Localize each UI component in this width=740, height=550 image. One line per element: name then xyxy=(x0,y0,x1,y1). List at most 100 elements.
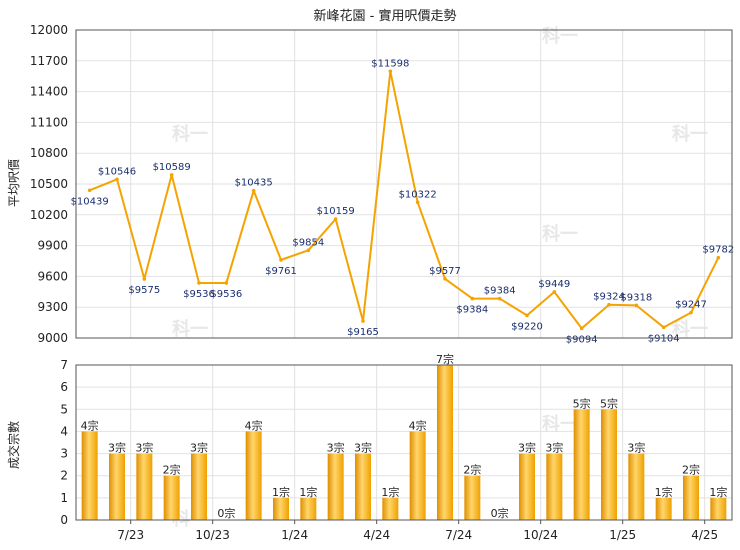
count-label: 4宗 xyxy=(245,418,263,432)
price-point xyxy=(388,69,393,74)
count-tick-label: 2 xyxy=(60,469,68,483)
count-bar xyxy=(300,497,317,520)
price-label: $10546 xyxy=(98,166,136,177)
price-label: $9165 xyxy=(347,327,379,338)
count-bar xyxy=(327,453,344,520)
price-label: $11598 xyxy=(371,58,409,69)
price-label: $9536 xyxy=(210,289,242,300)
price-label: $9384 xyxy=(456,305,488,316)
price-point xyxy=(579,326,584,331)
price-label: $9761 xyxy=(265,266,297,277)
count-bar xyxy=(464,475,481,520)
count-label: 4宗 xyxy=(81,418,99,432)
count-bar xyxy=(683,475,699,520)
x-tick-label: 1/25 xyxy=(609,528,636,542)
x-tick-label: 7/23 xyxy=(117,528,144,542)
count-label: 3宗 xyxy=(327,441,345,455)
price-point xyxy=(279,258,283,262)
count-label: 3宗 xyxy=(518,441,536,455)
count-plot-frame xyxy=(75,364,733,521)
price-label: $9854 xyxy=(292,237,324,248)
count-label: 3宗 xyxy=(108,441,126,455)
x-tick-label: 7/24 xyxy=(445,528,472,542)
count-label: 3宗 xyxy=(190,441,208,455)
price-line xyxy=(89,70,720,330)
price-label: $10435 xyxy=(235,178,273,189)
price-point xyxy=(87,188,92,193)
count-bar xyxy=(81,431,98,520)
price-label: $10159 xyxy=(317,206,355,217)
price-point xyxy=(497,296,502,301)
count-bar xyxy=(710,497,727,520)
price-tick-label: 11700 xyxy=(30,54,68,68)
count-bar xyxy=(409,431,426,520)
price-label: $9104 xyxy=(648,333,680,344)
count-bar xyxy=(191,453,207,520)
price-tick-label: 9300 xyxy=(37,300,68,314)
price-point xyxy=(525,313,529,318)
price-point xyxy=(470,296,475,301)
price-tick-label: 9900 xyxy=(37,239,68,253)
count-tick-label: 0 xyxy=(60,513,68,527)
count-tick-label: 5 xyxy=(60,402,68,416)
price-tick-label: 9600 xyxy=(37,269,68,283)
count-label: 3宗 xyxy=(354,441,372,455)
price-point xyxy=(689,310,693,315)
price-label: $10439 xyxy=(71,196,109,207)
count-label: 2宗 xyxy=(463,463,481,477)
price-point xyxy=(716,255,721,260)
count-bar xyxy=(163,475,180,520)
x-tick-label: 4/25 xyxy=(691,528,718,542)
count-label: 3宗 xyxy=(627,441,645,455)
watermark-text: 科一 xyxy=(172,318,208,340)
count-tick-label: 1 xyxy=(60,491,68,505)
price-point xyxy=(169,173,174,177)
price-label: $9384 xyxy=(484,286,516,297)
count-label: 7宗 xyxy=(436,352,454,366)
price-point xyxy=(661,325,666,330)
count-label: 0宗 xyxy=(217,506,235,520)
price-point xyxy=(552,290,557,294)
count-label: 2宗 xyxy=(163,463,181,477)
count-bars xyxy=(81,365,727,520)
count-label: 2宗 xyxy=(682,463,700,477)
watermark-text: 科一 xyxy=(672,318,708,340)
price-point xyxy=(142,277,147,281)
count-label: 1宗 xyxy=(272,485,290,499)
count-bar xyxy=(437,365,453,520)
price-point xyxy=(306,248,311,253)
count-bar xyxy=(655,497,672,520)
x-tick-label: 1/24 xyxy=(281,528,308,542)
watermark-text: 科一 xyxy=(542,223,578,245)
price-tick-label: 10500 xyxy=(30,177,68,191)
price-point xyxy=(415,200,420,205)
price-tick-label: 12000 xyxy=(30,23,68,37)
price-axis-label: 平均呎價 xyxy=(7,159,21,207)
price-label: $10322 xyxy=(399,189,437,200)
price-label: $9220 xyxy=(511,321,543,332)
price-line-layer xyxy=(87,69,721,331)
price-label: $9449 xyxy=(538,279,570,290)
x-tick-label: 10/24 xyxy=(523,528,558,542)
price-label: $9094 xyxy=(566,334,598,345)
count-label: 5宗 xyxy=(600,396,618,410)
price-point xyxy=(443,276,447,281)
count-label: 3宗 xyxy=(545,441,563,455)
count-bar xyxy=(355,453,371,520)
watermark-text: 科一 xyxy=(542,25,578,47)
watermark-text: 科一 xyxy=(172,123,208,145)
count-bar xyxy=(245,431,262,520)
price-plot-frame xyxy=(75,29,733,339)
count-label: 3宗 xyxy=(135,441,153,455)
x-tick-label: 4/24 xyxy=(363,528,390,542)
price-label: $9247 xyxy=(675,300,707,311)
watermark-text: 科一 xyxy=(672,123,708,145)
price-point xyxy=(224,281,229,285)
price-tick-label: 10800 xyxy=(30,146,68,160)
price-point xyxy=(634,303,639,308)
watermark-text: 科一 xyxy=(542,413,578,435)
count-bar xyxy=(382,497,399,520)
count-bar xyxy=(573,409,590,520)
price-label: $9318 xyxy=(620,292,652,303)
